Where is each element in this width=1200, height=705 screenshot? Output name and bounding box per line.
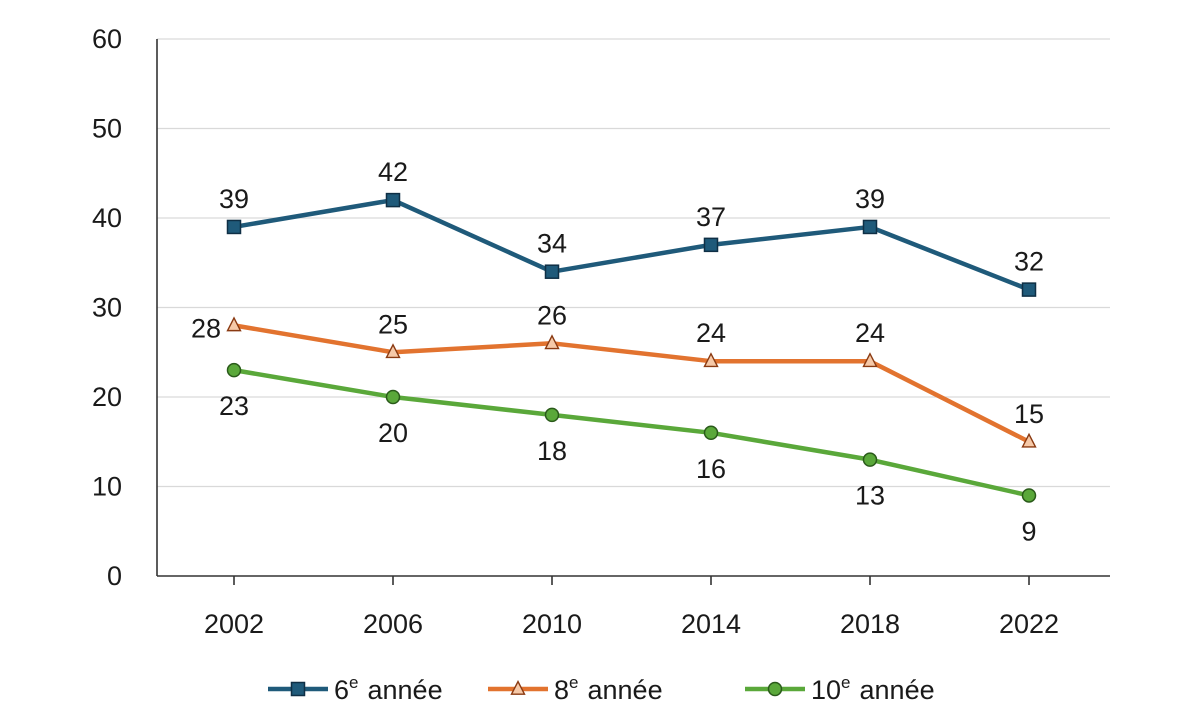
legend-label: 8e année — [554, 673, 663, 705]
data-label: 9 — [1021, 516, 1036, 546]
series-line-1 — [233, 197, 1030, 292]
data-point-marker — [385, 389, 401, 405]
data-point-marker — [862, 452, 878, 467]
data-label: 39 — [855, 184, 885, 214]
data-point-marker — [703, 352, 719, 368]
legend-label: 10e année — [811, 673, 935, 705]
data-point-marker — [226, 219, 242, 235]
data-point-marker — [1021, 282, 1037, 297]
x-tick-label: 2010 — [522, 609, 582, 639]
legend-marker — [510, 679, 526, 695]
legend-label-main: 8 — [554, 675, 569, 705]
data-label: 42 — [378, 157, 408, 187]
data-point-marker — [544, 334, 560, 350]
axes — [156, 39, 1110, 577]
legend: 6e année 8e année 10e année — [268, 673, 935, 705]
data-point-marker — [385, 192, 401, 208]
legend-marker — [767, 681, 783, 697]
data-label: 18 — [537, 436, 567, 466]
data-label: 34 — [537, 229, 567, 259]
legend-marker — [290, 681, 306, 697]
y-tick-label: 10 — [92, 472, 122, 502]
x-axis-ticks: 2002 2006 2010 2014 2018 2022 — [204, 576, 1059, 639]
legend-label-superscript: e — [569, 673, 578, 692]
data-point-marker — [226, 362, 242, 378]
data-point-marker — [544, 407, 560, 423]
data-point-marker — [1021, 488, 1037, 503]
y-tick-label: 60 — [92, 24, 122, 54]
series-line-3 — [233, 367, 1030, 498]
data-label: 15 — [1014, 399, 1044, 429]
data-label: 26 — [537, 300, 567, 330]
data-labels: 39 42 34 37 39 32 28 25 26 24 24 15 23 20 18 16 13 9 — [191, 157, 1044, 546]
y-tick-label: 30 — [92, 293, 122, 323]
data-point-marker — [544, 264, 560, 279]
series-lines — [233, 197, 1031, 498]
data-label: 37 — [696, 202, 726, 232]
x-tick-label: 2014 — [681, 609, 741, 639]
data-label: 20 — [378, 418, 408, 448]
y-tick-label: 40 — [92, 203, 122, 233]
data-label: 39 — [219, 184, 249, 214]
x-tick-label: 2006 — [363, 609, 423, 639]
data-label: 25 — [378, 309, 408, 339]
data-label: 28 — [191, 313, 221, 343]
data-point-marker — [703, 425, 719, 441]
data-point-marker — [1021, 432, 1037, 448]
y-tick-label: 50 — [92, 114, 122, 144]
series-markers — [226, 192, 1037, 503]
data-label: 24 — [696, 318, 726, 348]
data-label: 32 — [1014, 247, 1044, 277]
data-point-marker — [226, 316, 242, 332]
data-point-marker — [862, 352, 878, 368]
legend-label-rest: année — [860, 675, 935, 705]
legend-label-rest: année — [588, 675, 663, 705]
x-tick-label: 2022 — [999, 609, 1059, 639]
x-tick-label: 2002 — [204, 609, 264, 639]
data-point-marker — [385, 343, 401, 359]
series-line-2 — [233, 323, 1031, 444]
data-point-marker — [862, 219, 878, 235]
y-tick-label: 20 — [92, 382, 122, 412]
legend-label: 6e année — [334, 673, 443, 705]
x-tick-label: 2018 — [840, 609, 900, 639]
gridlines — [157, 38, 1110, 488]
legend-label-superscript: e — [349, 673, 358, 692]
data-label: 13 — [855, 481, 885, 511]
y-tick-label: 0 — [107, 561, 122, 591]
y-axis-ticks: 0 10 20 30 40 50 60 — [92, 24, 122, 591]
data-label: 16 — [696, 454, 726, 484]
data-label: 24 — [855, 318, 885, 348]
data-label: 23 — [219, 391, 249, 421]
legend-label-rest: année — [368, 675, 443, 705]
legend-item-2: 8e année — [488, 673, 663, 705]
legend-label-main: 6 — [334, 675, 349, 705]
data-point-marker — [703, 237, 719, 253]
legend-label-superscript: e — [841, 673, 850, 692]
legend-label-main: 10 — [811, 675, 841, 705]
legend-item-3: 10e année — [745, 673, 935, 705]
legend-item-1: 6e année — [268, 673, 443, 705]
